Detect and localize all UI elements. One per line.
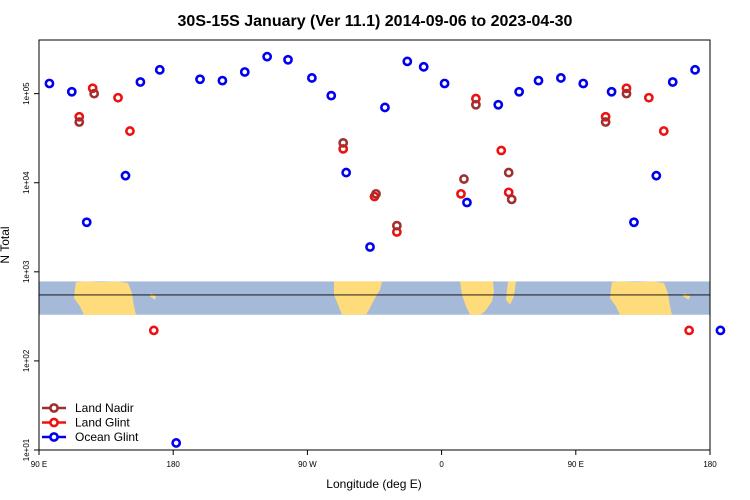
data-points: [44, 51, 726, 448]
data-point: [621, 83, 632, 94]
data-point: [44, 78, 55, 89]
data-point: [148, 325, 159, 336]
data-point: [658, 126, 669, 136]
data-point: [365, 242, 375, 252]
y-tick-label: 1e+05: [22, 82, 31, 105]
data-point: [113, 92, 123, 103]
data-point: [338, 137, 349, 148]
data-point: [341, 167, 352, 178]
y-axis: 1e+01 1e+02 1e+03 1e+04 1e+05: [22, 82, 39, 461]
data-point: [600, 111, 611, 122]
data-point: [89, 88, 100, 99]
x-axis-label: Longitude (deg E): [326, 477, 421, 491]
data-point: [496, 145, 507, 156]
data-point: [262, 51, 273, 62]
data-point: [380, 102, 390, 113]
legend-marker: [49, 432, 59, 442]
data-point: [154, 64, 165, 75]
y-tick-label: 1e+01: [22, 438, 31, 461]
data-point: [217, 75, 228, 86]
data-point: [87, 83, 98, 94]
legend-label: Land Glint: [75, 416, 130, 430]
data-point: [684, 325, 695, 336]
data-point: [81, 217, 92, 228]
land-australia: [74, 281, 136, 315]
land-southern-africa: [460, 281, 494, 315]
y-tick-label: 1e+02: [22, 349, 31, 372]
y-axis-label: N Total: [0, 226, 12, 263]
data-point: [456, 188, 466, 199]
data-point: [643, 92, 654, 103]
data-point: [391, 220, 402, 231]
data-point: [606, 86, 617, 97]
x-axis: 90 E 180 90 W 0 90 E 180: [31, 450, 717, 469]
data-point: [418, 61, 429, 72]
data-point: [283, 54, 293, 65]
data-point: [74, 111, 85, 122]
data-point: [514, 86, 525, 97]
legend-label: Ocean Glint: [75, 430, 139, 444]
data-point: [667, 77, 678, 87]
data-point: [74, 117, 85, 127]
y-tick-label: 1e+04: [22, 171, 31, 194]
x-tick-label: 90 W: [298, 460, 317, 469]
data-point: [506, 194, 517, 205]
land-madagascar: [506, 281, 516, 305]
legend-marker: [49, 403, 59, 413]
data-point: [439, 78, 450, 89]
y-tick-label: 1e+03: [22, 260, 31, 283]
data-point: [651, 170, 662, 181]
series-land-nadir: [74, 88, 632, 231]
data-point: [66, 86, 77, 97]
data-point: [239, 67, 250, 77]
x-tick-label: 180: [703, 460, 717, 469]
legend-label: Land Nadir: [75, 401, 134, 415]
x-tick-label: 0: [439, 460, 444, 469]
data-point: [533, 75, 544, 86]
chart-title: 30S-15S January (Ver 11.1) 2014-09-06 to…: [178, 13, 573, 30]
data-point: [195, 74, 205, 85]
data-point: [555, 73, 566, 83]
plot-frame: [38, 39, 711, 451]
data-point: [600, 117, 611, 127]
data-point: [690, 64, 700, 75]
data-point: [306, 73, 317, 83]
land-south-america: [334, 281, 382, 315]
data-point: [470, 99, 481, 110]
x-tick-label: 90 E: [568, 460, 584, 469]
data-point: [715, 325, 726, 336]
data-point: [503, 167, 514, 178]
data-point: [493, 99, 504, 110]
data-point: [621, 88, 632, 99]
legend-marker: [49, 417, 59, 428]
data-point: [402, 56, 413, 67]
land-australia-east: [610, 281, 672, 315]
data-point: [459, 174, 469, 184]
data-point: [462, 197, 472, 208]
series-ocean-glint: [44, 51, 726, 448]
world-map-strip: [39, 281, 710, 315]
data-point: [171, 438, 182, 448]
data-point: [120, 170, 131, 181]
data-point: [371, 188, 381, 199]
data-point: [135, 77, 146, 87]
data-point: [125, 126, 135, 136]
data-point: [326, 90, 337, 101]
data-point: [629, 217, 639, 228]
data-point: [578, 78, 589, 89]
x-tick-label: 90 E: [31, 460, 47, 469]
x-tick-label: 180: [167, 460, 181, 469]
